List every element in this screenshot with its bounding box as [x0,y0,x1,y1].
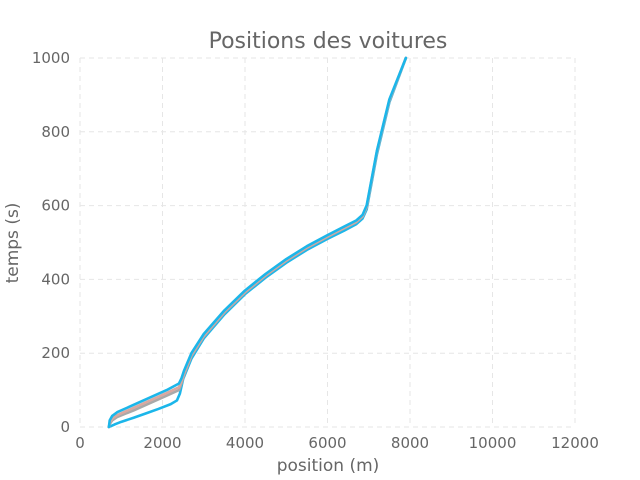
y-tick-label: 400 [41,270,70,288]
x-tick-label: 10000 [469,434,517,452]
x-tick-label: 4000 [226,434,264,452]
chart-title: Positions des voitures [209,29,448,54]
x-tick-label: 8000 [391,434,429,452]
x-axis-label: position (m) [277,456,380,476]
y-tick-label: 800 [41,123,70,141]
y-tick-labels: 0 200 400 600 800 1000 [32,49,70,436]
series-line-1 [107,56,408,429]
series-lines [107,56,408,429]
y-tick-label: 200 [41,344,70,362]
series-line-3 [107,56,408,429]
series-line-4 [107,56,408,429]
x-tick-label: 2000 [143,434,181,452]
y-tick-label: 0 [60,418,70,436]
y-axis-label: temps (s) [3,203,23,284]
x-tick-label: 6000 [308,434,346,452]
x-tick-label: 0 [75,434,85,452]
y-tick-label: 600 [41,197,70,215]
grid [79,57,576,428]
series-line-2 [107,56,408,429]
x-tick-label: 12000 [551,434,599,452]
x-tick-labels: 0 2000 4000 6000 8000 10000 12000 [75,434,599,452]
y-tick-label: 1000 [32,49,70,67]
